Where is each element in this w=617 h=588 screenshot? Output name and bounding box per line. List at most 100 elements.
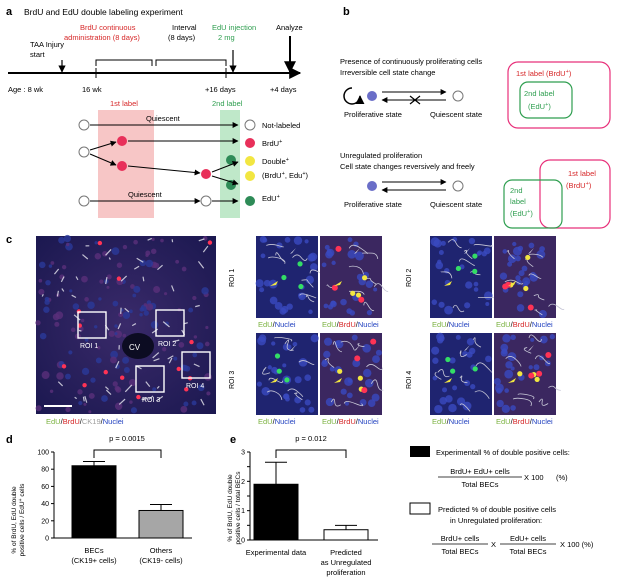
venn-top-inner-label: 2nd label — [524, 89, 555, 98]
legend-double: Double+ — [262, 157, 289, 166]
venn-bottom-green-label-2: label — [510, 197, 526, 206]
quiescent-state-top: Quiescent state — [430, 110, 482, 119]
e-legend1-num: BrdU+ EdU+ cells — [450, 467, 510, 476]
edu-injection-label: EdU injection — [212, 23, 256, 32]
significance-bracket — [276, 450, 346, 458]
venn-top-outer-label: 1st label (BrdU+) — [516, 69, 572, 78]
taa-label: TAA Injury — [30, 40, 64, 49]
brdu-bracket — [96, 60, 152, 66]
plus4-label: +4 days — [270, 85, 297, 94]
roi2-caption-left: EdU/Nuclei — [432, 320, 470, 329]
venn-top-inner-label-2: (EdU+) — [528, 102, 551, 111]
panel-d-letter: d — [6, 434, 13, 446]
roi4-caption-right: EdU/BrdU/Nuclei — [496, 417, 553, 426]
cell-brdu — [117, 161, 127, 171]
roi-thumbnail — [320, 236, 388, 318]
quiescent-top-text: Quiescent — [146, 114, 181, 123]
panel-e-letter: e — [230, 434, 236, 446]
e-pvalue: p = 0.012 — [295, 434, 327, 443]
e-legend1-den: Total BECs — [461, 480, 498, 489]
venn-bottom-pink-label-2: (BrdU+) — [566, 181, 592, 190]
proliferative-state-top: Proliferative state — [344, 110, 402, 119]
proliferative-cell-top — [367, 91, 377, 101]
panel-c: c CV ROI 1 ROI 2 ROI 3 ROI 4 EdU/BrdU/CK… — [6, 234, 564, 426]
venn-bottom-pink-label: 1st label — [568, 169, 596, 178]
e-legend2-num1: BrdU+ cells — [441, 534, 480, 543]
bar — [72, 466, 116, 538]
d-ylabel-2: positive cells / EdU+ cells — [18, 483, 26, 556]
roi3-label-main: ROI 3 — [142, 397, 160, 404]
panel-a: a BrdU and EdU double labeling experimen… — [6, 6, 309, 218]
legend-double-detail: (BrdU+, Edu+) — [262, 171, 309, 180]
e-legend-swatch-white — [410, 503, 430, 514]
plus16-label: +16 days — [205, 85, 236, 94]
roi3-side-label: ROI 3 — [229, 371, 236, 389]
cell-brdu — [117, 136, 127, 146]
quiescent-bottom-text: Quiescent — [128, 190, 163, 199]
second-label-text: 2nd label — [212, 99, 243, 108]
legend-brdu: BrdU+ — [262, 139, 282, 148]
e-legend2-x: X — [491, 540, 496, 549]
e-legend2-end: X 100 (%) — [560, 540, 594, 549]
d-ylabel-1: % of BrdU, EdU double — [11, 486, 18, 554]
bar — [324, 530, 368, 540]
brdu-admin-label-2: administration (8 days) — [64, 33, 140, 42]
quiescent-cell-top — [453, 91, 463, 101]
quiescent-state-bottom: Quiescent state — [430, 200, 482, 209]
roi3-caption-right: EdU/BrdU/Nuclei — [322, 417, 379, 426]
roi4-caption-left: EdU/Nuclei — [432, 417, 470, 426]
roi-thumbnail — [494, 333, 561, 415]
micrograph-main: CV ROI 1 ROI 2 ROI 3 ROI 4 — [35, 235, 216, 414]
self-renewal-arrow — [344, 88, 360, 104]
significance-bracket — [94, 450, 161, 458]
y-tick-label: 2 — [241, 479, 245, 486]
y-tick-label: 80 — [41, 467, 49, 474]
y-tick-label: 1 — [241, 508, 245, 515]
roi1-caption-right: EdU/BrdU/Nuclei — [322, 320, 379, 329]
proliferative-state-bottom: Proliferative state — [344, 200, 402, 209]
d-cat1-line1: BECs — [84, 546, 103, 555]
e-cat1: Experimental data — [246, 548, 307, 557]
roi1-caption-left: EdU/Nuclei — [258, 320, 296, 329]
roi-thumbnail — [494, 236, 564, 318]
e-legend2-num2: EdU+ cells — [510, 534, 546, 543]
d-cat2-line2: (CK19- cells) — [139, 556, 183, 565]
e-legend1-title: Experimentall % of double positive cells… — [436, 448, 570, 457]
b-top-line2: Irreversible cell state change — [340, 68, 435, 77]
taa-label-2: start — [30, 50, 46, 59]
roi-thumbnail — [430, 333, 492, 415]
roi2-side-label: ROI 2 — [406, 269, 413, 287]
roi4-label-main: ROI 4 — [186, 383, 204, 390]
e-legend2-den2: Total BECs — [509, 547, 546, 556]
roi-thumbnail — [320, 333, 383, 415]
b-bottom-line2: Cell state changes reversively and freel… — [340, 162, 475, 171]
bar — [254, 484, 298, 540]
roi1-label-main: ROI 1 — [80, 343, 98, 350]
e-ylabel-1: % of BrdU, EdU double — [227, 474, 234, 542]
panel-a-title: BrdU and EdU double labeling experiment — [24, 7, 183, 17]
d-pvalue: p = 0.0015 — [109, 434, 145, 443]
e-cat2-line1: Predicted — [330, 548, 362, 557]
roi1-side-label: ROI 1 — [229, 269, 236, 287]
d-cat2-line1: Others — [150, 546, 173, 555]
roi2-label-main: ROI 2 — [158, 341, 176, 348]
e-cat2-line2: as Unregulated — [321, 558, 372, 567]
panel-b: b Presence of continuously proliferating… — [340, 6, 610, 228]
proliferative-cell-bottom — [367, 181, 377, 191]
main-caption: EdU/BrdU/CK19/Nuclei — [46, 417, 124, 426]
legend-edu: EdU+ — [262, 194, 280, 203]
venn-bottom-green-label-3: (EdU+) — [510, 209, 533, 218]
roi-thumbnail — [256, 333, 319, 415]
legend-double-swatch — [245, 156, 255, 166]
interval-label: Interval — [172, 23, 197, 32]
interval-label-2: (8 days) — [168, 33, 196, 42]
legend-unlabeled: Not-labeled — [262, 121, 300, 130]
e-legend1-pct: (%) — [556, 473, 568, 482]
e-legend2-title-2: in Unregulated proliferation: — [450, 516, 542, 525]
y-tick-label: 20 — [41, 518, 49, 525]
quiescent-cell-bottom — [453, 181, 463, 191]
y-tick-label: 100 — [37, 450, 49, 457]
